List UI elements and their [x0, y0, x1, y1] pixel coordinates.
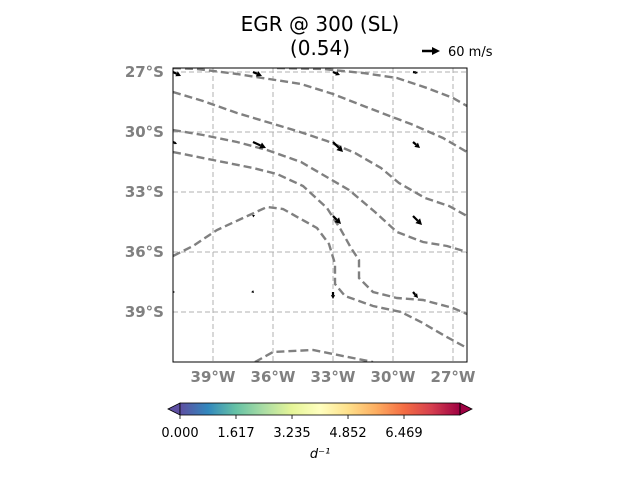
colorbar-tick-label: 6.469	[385, 426, 422, 441]
wind-vector-shaft	[412, 291, 417, 296]
wind-vector-shaft	[173, 71, 178, 75]
colorbar-outline	[179, 402, 461, 416]
quiver-key-arrow-head	[432, 47, 440, 55]
wind-vector-shaft	[252, 70, 258, 75]
wind-vector	[252, 214, 255, 218]
colorbar-tick-label: 4.852	[329, 426, 366, 441]
y-tick-label: 39°S	[125, 303, 164, 321]
x-tick-labels: 39°W 36°W 33°W 30°W 27°W	[191, 368, 476, 386]
wind-vectors	[173, 70, 422, 299]
colorbar-tick-label: 3.235	[273, 426, 310, 441]
wind-vector	[412, 141, 420, 148]
wind-vector-head	[413, 293, 418, 298]
wind-vector	[332, 141, 343, 152]
colorbar: 0.000 1.617 3.235 4.852 6.469 d⁻¹	[161, 402, 473, 462]
wind-vector	[412, 291, 418, 298]
wind-vector-shaft	[332, 141, 340, 149]
quiver-key-label: 60 m/s	[448, 45, 493, 60]
y-tick-label: 36°S	[125, 243, 164, 261]
colorbar-tick-label: 1.617	[217, 426, 254, 441]
wind-vector-shaft	[252, 141, 262, 147]
contour-line-5	[173, 68, 467, 154]
colorbar-label: d⁻¹	[310, 447, 330, 462]
wind-vector-head	[255, 71, 262, 77]
chart-subtitle: (0.54)	[290, 36, 350, 60]
contour-line-6	[276, 68, 467, 108]
wind-vector-head	[251, 290, 254, 293]
contour-line-1	[173, 205, 467, 350]
wind-vector-head	[330, 295, 336, 299]
wind-vector-shaft	[412, 141, 417, 146]
x-tick-label: 33°W	[311, 368, 356, 386]
wind-vector-head	[174, 141, 177, 145]
wind-vector-shaft	[332, 215, 338, 221]
x-tick-label: 36°W	[251, 368, 296, 386]
colorbar-over-extend	[459, 402, 473, 416]
wind-vector-shaft	[412, 215, 419, 222]
wind-vector-head	[336, 145, 343, 152]
map-background	[173, 68, 467, 362]
x-tick-label: 30°W	[371, 368, 416, 386]
colorbar-tick-label: 0.000	[161, 426, 198, 441]
y-tick-label: 27°S	[125, 63, 164, 81]
wind-vector	[252, 70, 262, 77]
chart-title: EGR @ 300 (SL)	[241, 12, 400, 36]
wind-vector-head	[175, 71, 181, 77]
wind-vector-head	[415, 218, 422, 225]
y-tick-labels: 27°S 30°S 33°S 36°S 39°S	[125, 63, 164, 321]
map-frame	[172, 67, 468, 363]
wind-vector	[412, 215, 422, 225]
wind-vector	[173, 71, 181, 77]
contour-line-2	[173, 150, 467, 316]
y-tick-label: 33°S	[125, 183, 164, 201]
contour-line-3	[173, 128, 467, 254]
wind-vector-head	[414, 70, 418, 74]
wind-vector-head	[335, 71, 340, 76]
wind-vector-head	[259, 142, 266, 149]
wind-vector	[252, 141, 266, 149]
contour-lines	[173, 68, 467, 362]
contour-line-0	[254, 348, 374, 362]
wind-vector	[332, 70, 340, 76]
wind-vector	[412, 70, 418, 74]
wind-vector-head	[334, 217, 341, 224]
colorbar-gradient	[180, 403, 460, 415]
x-tick-label: 39°W	[191, 368, 236, 386]
x-tick-label: 27°W	[431, 368, 476, 386]
wind-vector	[251, 290, 254, 293]
wind-vector-head	[252, 214, 255, 218]
wind-vector-head	[414, 142, 420, 148]
wind-vector	[330, 292, 336, 299]
colorbar-ticks: 0.000 1.617 3.235 4.852 6.469	[161, 415, 423, 441]
wind-vector-shaft	[332, 70, 337, 75]
map-panel	[172, 67, 468, 363]
colorbar-under-extend	[167, 402, 181, 416]
contour-line-4	[173, 90, 467, 218]
wind-vector	[332, 215, 341, 224]
quiver-key: 60 m/s	[422, 45, 493, 60]
y-tick-label: 30°S	[125, 123, 164, 141]
